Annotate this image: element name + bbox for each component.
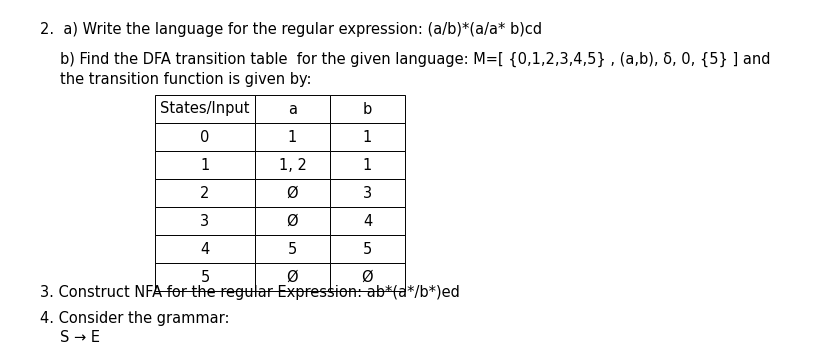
Text: 3: 3 [362,186,371,201]
Text: 3. Construct NFA for the regular Expression: ab*(a*/b*)ed: 3. Construct NFA for the regular Express… [40,285,459,300]
Bar [330,263,404,291]
Text: 4: 4 [200,241,209,257]
Text: 1: 1 [288,130,297,145]
Text: S → E: S → E [60,330,100,345]
Text: States/Input: States/Input [160,101,250,117]
Text: 3: 3 [200,214,209,228]
Text: b) Find the DFA transition table  for the given language: M=[ {0,1,2,3,4,5} , (a: b) Find the DFA transition table for the… [60,52,770,67]
Bar [155,123,255,151]
Bar [330,207,404,235]
Text: Ø: Ø [286,270,298,284]
Text: 4. Consider the grammar:: 4. Consider the grammar: [40,311,229,326]
Text: 4: 4 [362,214,371,228]
Bar [255,123,330,151]
Text: a: a [288,101,297,117]
Bar [255,95,330,123]
Bar [330,123,404,151]
Text: b: b [362,101,371,117]
Text: Ø: Ø [286,186,298,201]
Text: 5: 5 [362,241,371,257]
Bar [155,263,255,291]
Bar [255,263,330,291]
Text: 2: 2 [200,186,209,201]
Bar [255,207,330,235]
Bar [255,235,330,263]
Text: 1, 2: 1, 2 [278,157,306,172]
Text: Ø: Ø [286,214,298,228]
Bar [255,151,330,179]
Bar [155,95,255,123]
Bar [330,95,404,123]
Bar [255,179,330,207]
Text: 1: 1 [200,157,209,172]
Bar [155,151,255,179]
Bar [330,179,404,207]
Bar [155,235,255,263]
Text: 5: 5 [288,241,297,257]
Text: 5: 5 [200,270,209,284]
Text: 1: 1 [362,157,371,172]
Text: the transition function is given by:: the transition function is given by: [60,72,311,87]
Text: 1: 1 [362,130,371,145]
Bar [155,179,255,207]
Text: Ø: Ø [361,270,373,284]
Bar [330,235,404,263]
Bar [330,151,404,179]
Text: 0: 0 [200,130,209,145]
Text: 2.  a) Write the language for the regular expression: (a/b)*(a/a* b)cd: 2. a) Write the language for the regular… [40,22,542,37]
Bar [155,207,255,235]
